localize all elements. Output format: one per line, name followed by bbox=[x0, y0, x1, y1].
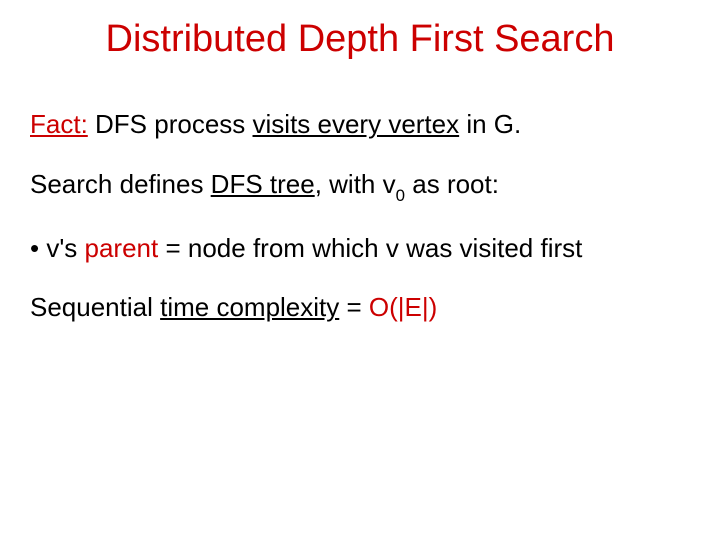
text-fragment: = bbox=[339, 292, 369, 322]
bullet-icon: • bbox=[30, 233, 46, 263]
text-fragment: DFS process bbox=[88, 109, 253, 139]
time-complexity-phrase: time complexity bbox=[160, 292, 339, 322]
visits-phrase: visits every vertex bbox=[253, 109, 460, 139]
dfs-tree-phrase: DFS tree bbox=[211, 169, 315, 199]
text-fragment: Search defines bbox=[30, 169, 211, 199]
slide: Distributed Depth First Search Fact: DFS… bbox=[0, 0, 720, 540]
big-o-notation: O(|E|) bbox=[369, 292, 437, 322]
subscript-zero: 0 bbox=[396, 186, 405, 205]
parent-word: parent bbox=[85, 233, 159, 263]
dfs-tree-line: Search defines DFS tree, with v0 as root… bbox=[30, 170, 582, 204]
text-fragment: as root: bbox=[405, 169, 499, 199]
text-fragment: v's bbox=[46, 233, 84, 263]
fact-label: Fact: bbox=[30, 109, 88, 139]
complexity-line: Sequential time complexity = O(|E|) bbox=[30, 293, 582, 323]
text-fragment: , with v bbox=[315, 169, 396, 199]
fact-line: Fact: DFS process visits every vertex in… bbox=[30, 110, 582, 140]
slide-title: Distributed Depth First Search bbox=[0, 18, 720, 61]
text-fragment: = node from which v was visited first bbox=[158, 233, 582, 263]
text-fragment: in G. bbox=[459, 109, 521, 139]
slide-body: Fact: DFS process visits every vertex in… bbox=[30, 110, 582, 353]
text-fragment: Sequential bbox=[30, 292, 160, 322]
parent-bullet-line: • v's parent = node from which v was vis… bbox=[30, 234, 582, 264]
